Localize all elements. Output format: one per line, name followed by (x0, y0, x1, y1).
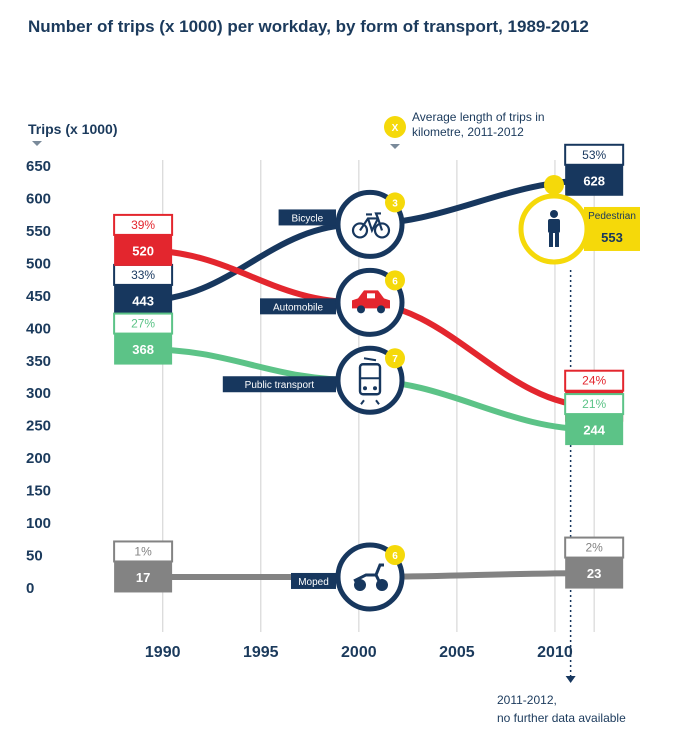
percentage-label: 27% (131, 317, 155, 331)
icon-group-moped: Moped 6 (291, 542, 405, 612)
trip-km-badge: 3 (392, 198, 398, 209)
value-box-end: 53% 628 (564, 143, 625, 196)
footnote-line-2: no further data available (497, 711, 626, 725)
x-tick-label: 2000 (341, 644, 377, 661)
series-icons: Bicycle 3 Automobile 6 Public transport 7 Mope… (222, 189, 405, 612)
icon-group-bicycle: Bicycle 3 (278, 189, 405, 259)
value-box-end: 21% 244 (564, 393, 625, 446)
y-tick-label: 300 (26, 385, 51, 402)
y-tick-label: 250 (26, 418, 51, 435)
legend-badge-circle (384, 116, 406, 138)
pedestrian-name-label: Pedestrian (588, 211, 636, 222)
y-tick-label: 350 (26, 353, 51, 370)
value-box-start: 33% 443 (113, 263, 174, 316)
x-tick-label: 1990 (145, 644, 181, 661)
trip-km-badge: 6 (392, 276, 398, 287)
series-name-label: Automobile (273, 302, 323, 313)
value-box-start: 39% 520 (113, 213, 174, 266)
pedestrian-marker: Pedestrian 553 (518, 174, 640, 265)
percentage-label: 21% (582, 397, 606, 411)
value-label: 17 (136, 570, 150, 585)
x-tick-label: 1995 (243, 644, 279, 661)
y-tick-label: 0 (26, 580, 34, 597)
icon-group-public-transport: Public transport 7 (222, 345, 405, 415)
percentage-label: 33% (131, 268, 155, 282)
value-box-end: 2% 23 (564, 536, 625, 589)
y-tick-label: 650 (26, 158, 51, 175)
automobile-icon (352, 290, 390, 314)
pedestrian-value-label: 553 (601, 230, 623, 245)
moped-icon (353, 563, 388, 591)
x-tick-label: 2005 (439, 644, 475, 661)
percentage-label: 53% (582, 148, 606, 162)
value-box-start: 1% 17 (113, 540, 174, 593)
value-box-start: 27% 368 (113, 312, 174, 365)
trip-km-badge: 7 (392, 354, 398, 365)
data-end-arrow-icon (565, 676, 576, 683)
x-axis-ticks: 1990 1995 2000 2005 2010 (145, 644, 573, 661)
bicycle-icon (351, 212, 391, 239)
y-tick-label: 600 (26, 190, 51, 207)
percentage-label: 39% (131, 218, 155, 232)
series-name-label: Public transport (245, 380, 315, 391)
series-name-label: Moped (298, 577, 329, 588)
percentage-label: 24% (582, 374, 606, 388)
y-axis-title: Trips (x 1000) (28, 121, 118, 137)
percentage-label: 1% (134, 544, 152, 558)
series-name-label: Bicycle (291, 213, 323, 224)
legend-badge-letter: X (392, 123, 399, 134)
series-tag-bicycle (278, 209, 336, 226)
y-tick-label: 550 (26, 223, 51, 240)
value-label: 628 (583, 173, 605, 188)
legend-note-text: Average length of trips in kilometre, 201… (412, 110, 545, 139)
y-tick-label: 400 (26, 320, 51, 337)
value-label: 443 (132, 293, 154, 308)
legend-pointer-icon (390, 144, 400, 149)
y-tick-label: 100 (26, 515, 51, 532)
series-tag-automobile (260, 298, 336, 315)
trip-km-badge: 6 (392, 551, 398, 562)
value-label: 368 (132, 342, 154, 357)
y-tick-label: 50 (26, 548, 43, 565)
percentage-label: 2% (585, 541, 603, 555)
y-tick-label: 150 (26, 483, 51, 500)
chart-title: Number of trips (x 1000) per workday, by… (28, 17, 589, 36)
pedestrian-icon (548, 209, 560, 247)
series-tag-public-transport (222, 376, 336, 393)
y-axis-pointer-icon (32, 141, 42, 146)
y-tick-label: 200 (26, 450, 51, 467)
footnote-line-1: 2011-2012, (497, 693, 557, 707)
value-label: 244 (583, 423, 605, 438)
y-tick-label: 500 (26, 255, 51, 272)
series-value-boxes: 33%44353%62839%52024%28027%36821%2441%17… (113, 143, 625, 593)
pedestrian-box (584, 206, 640, 251)
icon-group-automobile: Automobile 6 (260, 267, 405, 337)
value-label: 23 (587, 566, 601, 581)
series-tag-moped (291, 572, 336, 589)
x-tick-label: 2010 (537, 644, 573, 661)
y-tick-label: 450 (26, 288, 51, 305)
public-transport-icon (358, 357, 382, 405)
value-label: 520 (132, 243, 154, 258)
